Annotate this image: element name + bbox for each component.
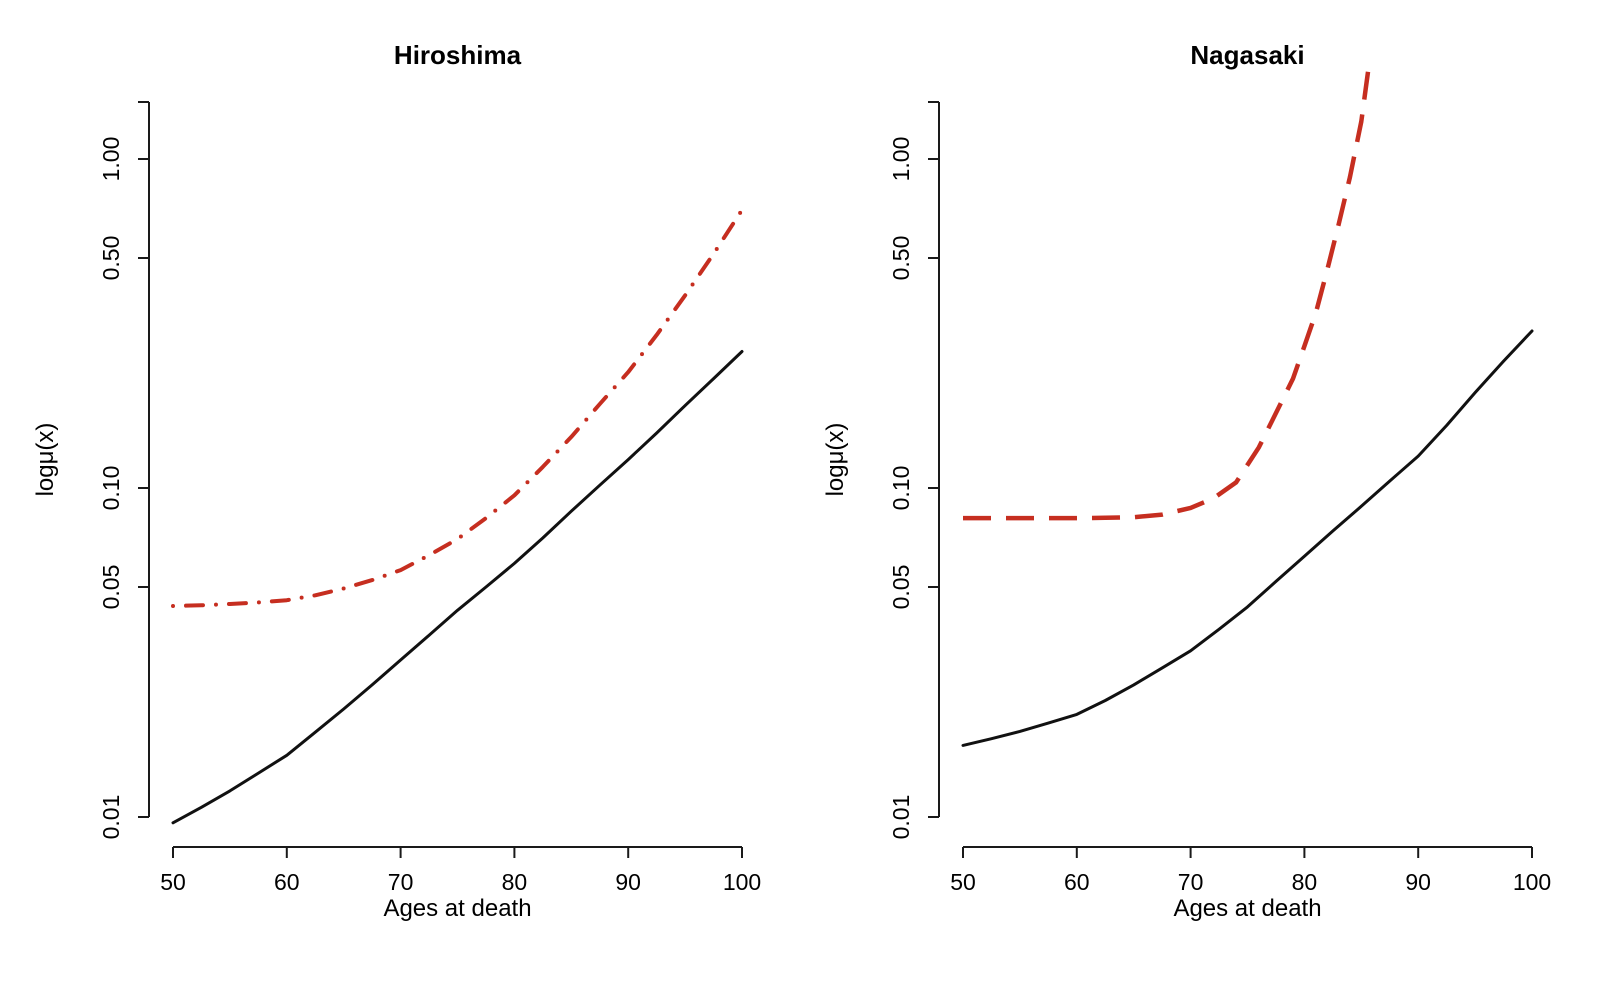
x-tick-label: 70 bbox=[1178, 869, 1204, 895]
y-axis-title: logμ(x) bbox=[822, 423, 849, 497]
y-axis: 1.00 0.50 0.10 0.05 0.01 bbox=[98, 101, 150, 840]
y-axis: 1.00 0.50 0.10 0.05 0.01 bbox=[888, 101, 940, 840]
x-tick-label: 60 bbox=[274, 869, 300, 895]
y-tick-label: 0.50 bbox=[98, 236, 124, 281]
y-tick-label: 0.05 bbox=[888, 565, 914, 610]
x-tick-label: 70 bbox=[388, 869, 414, 895]
x-tick-label: 80 bbox=[502, 869, 528, 895]
series-observed-hazard-solid bbox=[171, 350, 744, 825]
y-tick-label: 1.00 bbox=[888, 137, 914, 182]
y-tick-label: 0.10 bbox=[98, 466, 124, 511]
x-tick-label: 90 bbox=[1405, 869, 1431, 895]
x-tick-label: 60 bbox=[1064, 869, 1090, 895]
panel-title: Nagasaki bbox=[1190, 40, 1304, 70]
x-axis: 50 60 70 80 90 100 bbox=[950, 846, 1551, 895]
x-tick-label: 50 bbox=[160, 869, 186, 895]
x-axis: 50 60 70 80 90 100 bbox=[160, 846, 761, 895]
y-tick-label: 0.50 bbox=[888, 236, 914, 281]
y-tick-label: 0.01 bbox=[98, 795, 124, 840]
x-tick-label: 50 bbox=[950, 869, 976, 895]
y-tick-label: 0.05 bbox=[98, 565, 124, 610]
series-observed-hazard-solid bbox=[961, 329, 1534, 747]
y-tick-label: 0.01 bbox=[888, 795, 914, 840]
y-tick-label: 0.10 bbox=[888, 466, 914, 511]
y-axis-title: logμ(x) bbox=[32, 423, 59, 497]
series-model-hazard-dashed bbox=[963, 70, 1371, 521]
panel-nagasaki: 1.00 0.50 0.10 0.05 0.01 50 60 70 80 90 100 Nagasak… bbox=[822, 40, 1551, 922]
x-axis-title: Ages at death bbox=[1173, 895, 1321, 922]
x-tick-label: 100 bbox=[1513, 869, 1551, 895]
panel-title: Hiroshima bbox=[394, 40, 522, 70]
x-tick-label: 90 bbox=[615, 869, 641, 895]
x-tick-label: 100 bbox=[723, 869, 761, 895]
y-tick-label: 1.00 bbox=[98, 137, 124, 182]
x-tick-label: 80 bbox=[1292, 869, 1318, 895]
x-axis-title: Ages at death bbox=[383, 895, 531, 922]
series-model-hazard-dotdash bbox=[171, 208, 744, 608]
panel-hiroshima: 1.00 0.50 0.10 0.05 0.01 50 60 70 80 90 100 Hiroshi… bbox=[32, 40, 761, 922]
